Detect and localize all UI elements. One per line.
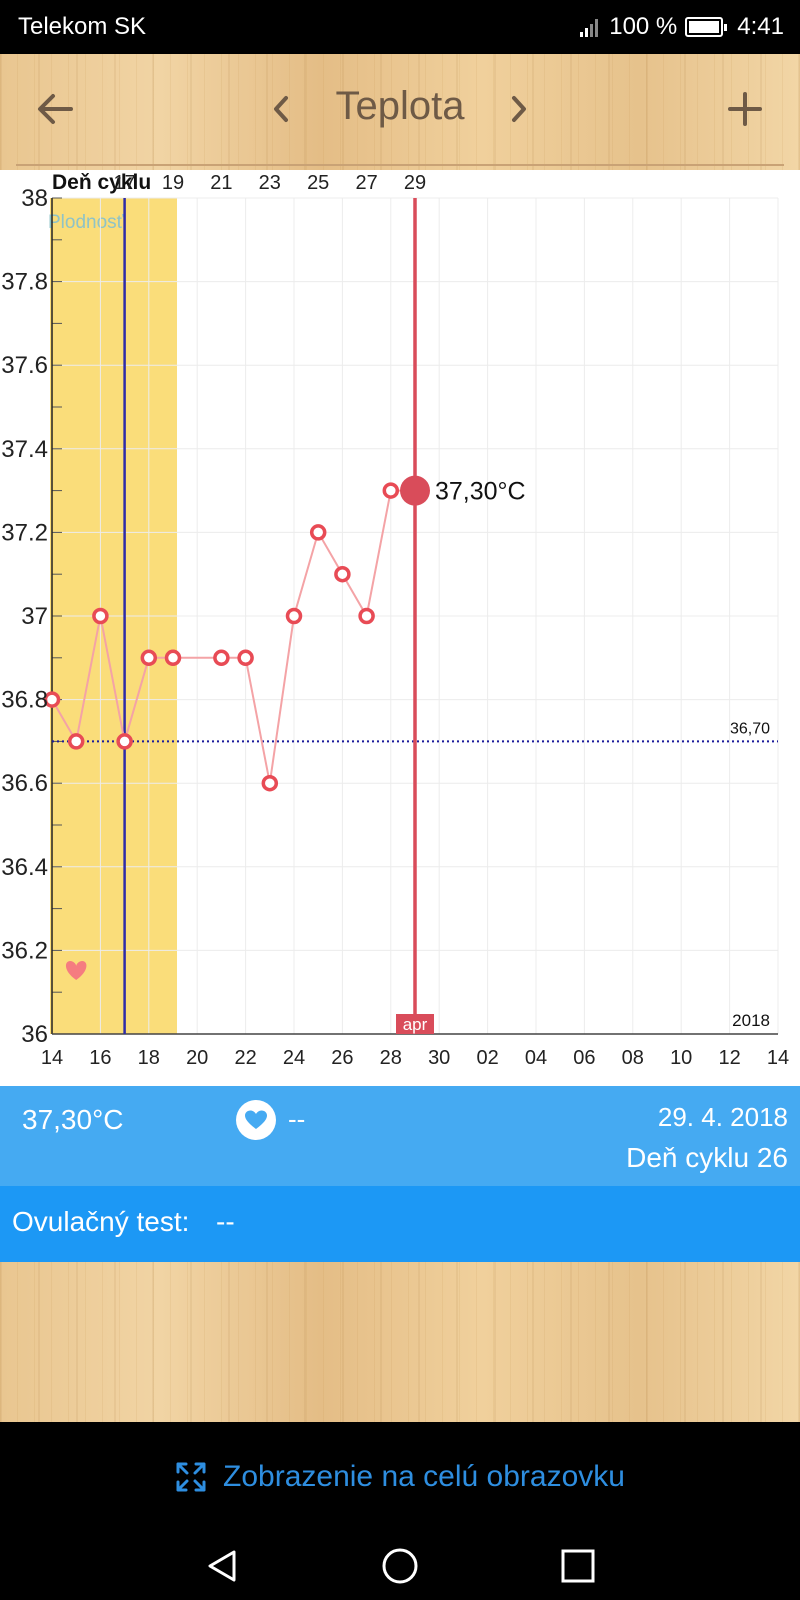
- back-button[interactable]: [30, 84, 80, 134]
- nav-back-icon: [208, 1550, 236, 1582]
- cycle-day-tick: 25: [307, 172, 329, 194]
- arrow-left-icon: [38, 94, 73, 124]
- y-tick-label: 38: [21, 185, 48, 212]
- intercourse-button[interactable]: [236, 1100, 276, 1140]
- add-button[interactable]: [720, 84, 770, 134]
- heart-icon: [245, 1110, 267, 1129]
- y-tick-label: 37.2: [1, 519, 48, 546]
- ovulation-test-value: --: [216, 1206, 235, 1237]
- x-tick-label: 08: [622, 1047, 644, 1069]
- intercourse-value: --: [288, 1104, 306, 1134]
- temperature-point: [309, 524, 327, 541]
- chevron-left-icon: [274, 96, 288, 122]
- year-label: 2018: [732, 1011, 770, 1030]
- y-tick-label: 36.4: [1, 854, 48, 881]
- previous-button[interactable]: [256, 84, 306, 134]
- ovulation-test-label: Ovulačný test:: [12, 1206, 190, 1237]
- day-info-bar[interactable]: 37,30°C -- 29. 4. 2018 Deň cyklu 26: [0, 1086, 800, 1186]
- x-tick-label: 16: [89, 1047, 111, 1069]
- temperature-point: [334, 565, 351, 583]
- status-right: 100 % 4:41: [579, 13, 784, 41]
- month-label: apr: [403, 1015, 428, 1034]
- chart-canvas[interactable]: Plodnosť 36 36.2 36.4 36.6 36.8 37 37.2 37.4 37.…: [0, 170, 800, 1086]
- nav-recent-icon: [561, 1549, 595, 1583]
- x-tick-label: 06: [573, 1047, 595, 1069]
- clock: 4:41: [737, 13, 784, 40]
- x-tick-label: 10: [670, 1047, 692, 1069]
- cycle-day-tick: 27: [355, 172, 377, 194]
- y-tick-label: 37.4: [1, 436, 48, 463]
- y-tick-label: 37.6: [1, 352, 48, 379]
- temperature-point: [140, 649, 158, 667]
- battery-icon: [685, 17, 728, 37]
- selected-point: [400, 475, 430, 506]
- carrier-name: Telekom SK: [18, 13, 147, 40]
- nav-home-icon: [382, 1548, 418, 1584]
- cycle-day: Deň cyklu 26: [626, 1142, 788, 1173]
- cycle-day-tick: 19: [162, 172, 184, 194]
- signal-icon: [580, 19, 599, 37]
- x-tick-label: 24: [283, 1047, 305, 1069]
- cycle-day-tick: 21: [210, 172, 232, 194]
- x-tick-label: 02: [476, 1047, 498, 1069]
- x-tick-label: 14: [41, 1047, 63, 1069]
- cycle-day-tick: 29: [404, 172, 426, 194]
- fullscreen-label: Zobrazenie na celú obrazovku: [223, 1460, 625, 1493]
- y-tick-label: 36.8: [1, 687, 48, 714]
- x-tick-label: 20: [186, 1047, 208, 1069]
- nav-home-button[interactable]: [380, 1546, 420, 1586]
- expand-icon: [176, 1462, 206, 1492]
- temperature-chart[interactable]: Plodnosť 36 36.2 36.4 36.6 36.8 37 37.2 37.4 37.…: [0, 170, 800, 1086]
- selected-point-label: 37,30°C: [435, 478, 526, 506]
- temperature-value: 37,30°C: [22, 1104, 124, 1135]
- status-bar: Telekom SK 100 % 4:41: [0, 0, 800, 54]
- temperature-point: [213, 649, 230, 667]
- wood-background: [0, 1262, 800, 1422]
- temperature-point: [164, 649, 182, 667]
- navigation-bar: [0, 1532, 800, 1600]
- x-tick-label: 22: [234, 1047, 256, 1069]
- temperature-point: [92, 607, 109, 625]
- temperature-point: [382, 482, 400, 499]
- temperature-point: [67, 733, 85, 750]
- nav-recent-button[interactable]: [558, 1546, 598, 1586]
- x-tick-label: 12: [718, 1047, 740, 1069]
- x-tick-label: 18: [138, 1047, 160, 1069]
- cycle-day-axis-label: Deň cyklu: [52, 171, 151, 194]
- baseline-label: 36,70: [730, 720, 770, 737]
- temperature-point: [285, 607, 303, 625]
- temperature-point: [43, 691, 61, 708]
- heart-icon: [65, 961, 87, 980]
- cycle-day-tick: 17: [113, 172, 135, 194]
- temperature-point: [116, 733, 133, 750]
- toolbar-divider: [16, 164, 784, 166]
- plus-icon: [728, 92, 762, 126]
- x-tick-label: 14: [767, 1047, 789, 1069]
- y-tick-label: 37: [21, 603, 48, 630]
- toolbar: Teplota: [0, 54, 800, 170]
- ovulation-test-bar[interactable]: Ovulačný test: --: [0, 1186, 800, 1262]
- x-tick-label: 30: [428, 1047, 450, 1069]
- x-tick-label: 26: [331, 1047, 353, 1069]
- x-tick-label: 04: [525, 1047, 547, 1069]
- fullscreen-button[interactable]: Zobrazenie na celú obrazovku: [0, 1422, 800, 1532]
- temperature-point: [358, 607, 375, 625]
- y-tick-label: 36: [21, 1021, 48, 1048]
- page-title: Teplota: [335, 84, 465, 128]
- temperature-point: [237, 649, 254, 667]
- y-tick-label: 37.8: [1, 269, 48, 296]
- x-tick-label: 28: [380, 1047, 402, 1069]
- fertile-window-label: Plodnosť: [48, 212, 125, 233]
- y-tick-label: 36.6: [1, 770, 48, 797]
- chevron-right-icon: [512, 96, 526, 122]
- temperature-point: [261, 774, 279, 792]
- next-button[interactable]: [494, 84, 544, 134]
- y-tick-label: 36.2: [1, 937, 48, 964]
- month-marker: [396, 1014, 434, 1034]
- selected-date: 29. 4. 2018: [657, 1102, 788, 1132]
- nav-back-button[interactable]: [202, 1546, 242, 1586]
- battery-percent: 100 %: [609, 13, 678, 40]
- cycle-day-tick: 23: [259, 172, 281, 194]
